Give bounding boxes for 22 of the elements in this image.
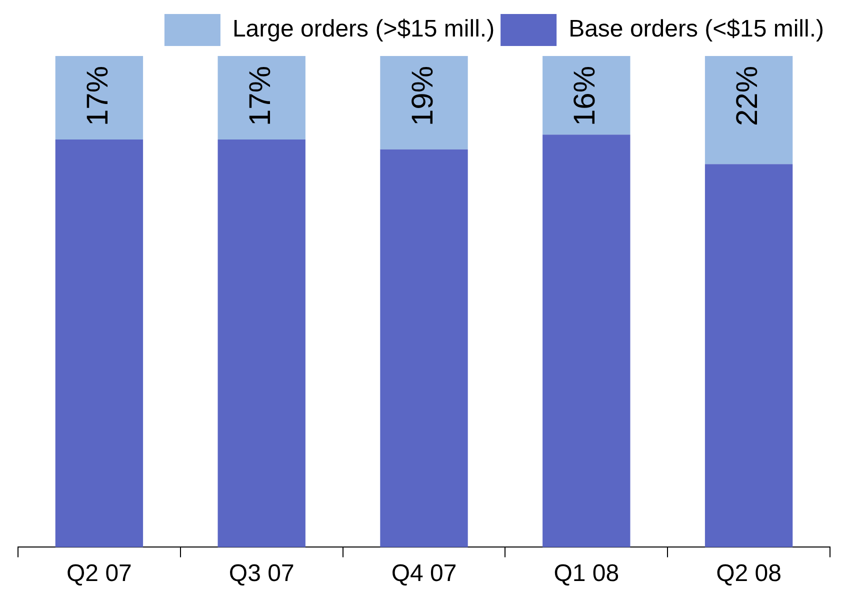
x-tick-label: Q3 07 [228,560,294,588]
bar [704,164,793,548]
x-tick-label: Q2 08 [716,560,782,588]
legend-label: Large orders (>$15 mill.) [232,16,495,43]
data-label: 17% [81,66,114,126]
bar [542,56,630,135]
x-tick-label: Q1 08 [554,560,620,588]
bar [55,56,144,140]
legend-label: Base orders (<$15 mill.) [568,16,824,43]
data-label: 17% [244,66,277,126]
bar [55,140,144,548]
data-label: 22% [731,66,764,126]
bar [218,140,306,548]
data-label: 16% [568,66,602,126]
bar [542,134,630,548]
bar [704,56,793,164]
x-tick-label: Q2 07 [66,560,132,588]
data-label: 19% [406,66,440,126]
bar [218,56,306,140]
bar [380,56,468,150]
x-tick-label: Q4 07 [391,560,457,588]
bar [380,149,468,548]
